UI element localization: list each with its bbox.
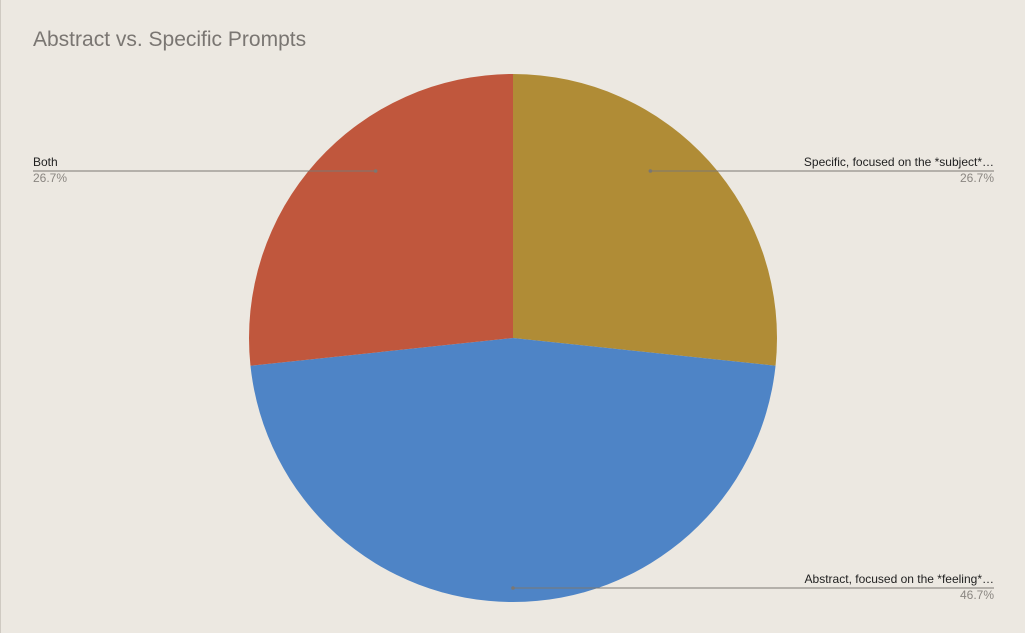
slice-value: 26.7% [960, 171, 994, 185]
chart-title: Abstract vs. Specific Prompts [33, 28, 307, 51]
slice-value: 46.7% [960, 588, 994, 602]
slice-value: 26.7% [33, 171, 67, 185]
pie-slice [250, 338, 776, 603]
leader-dot [648, 169, 653, 173]
leader-dot [511, 586, 515, 590]
leader-dot [373, 169, 378, 173]
slice-label: Both [33, 155, 58, 169]
slice-label: Abstract, focused on the *feeling*… [805, 572, 994, 586]
pie-slice [248, 74, 513, 366]
slice-label: Specific, focused on the *subject*… [804, 155, 994, 169]
pie-slice [513, 74, 777, 366]
